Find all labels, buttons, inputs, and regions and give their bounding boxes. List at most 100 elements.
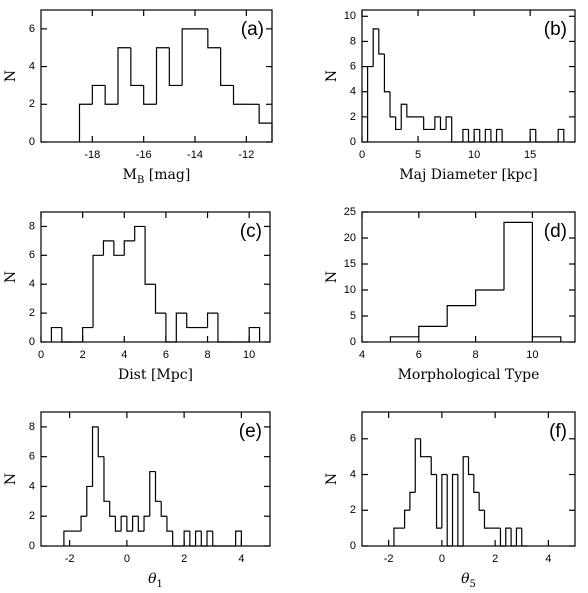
histogram-bin bbox=[406, 104, 413, 118]
histogram-bin bbox=[430, 456, 437, 476]
histogram-bin bbox=[484, 128, 491, 142]
histogram-bin bbox=[462, 456, 469, 546]
histogram-bin bbox=[166, 516, 173, 532]
histogram-bin bbox=[168, 47, 183, 87]
y-tick-label: 0 bbox=[29, 540, 35, 552]
x-tick-label: 0 bbox=[359, 149, 365, 161]
histogram-bin bbox=[467, 129, 475, 143]
histogram-bin bbox=[143, 85, 157, 105]
histogram-bin bbox=[200, 531, 208, 547]
histogram-bin bbox=[419, 438, 426, 458]
histogram-bin bbox=[423, 116, 430, 131]
histogram-bin bbox=[172, 531, 179, 547]
x-axis-label-part: M bbox=[123, 167, 137, 183]
histogram-bin bbox=[154, 284, 166, 314]
histogram-bin bbox=[467, 456, 474, 476]
histogram-bin bbox=[123, 240, 135, 256]
x-tick-label: 2 bbox=[492, 553, 498, 565]
plot-frame bbox=[361, 211, 576, 343]
histogram-bin bbox=[207, 28, 221, 49]
histogram-bin bbox=[194, 530, 202, 546]
x-tick-label: -12 bbox=[238, 149, 254, 161]
histogram-bin bbox=[378, 28, 385, 55]
histogram-bin bbox=[400, 103, 407, 130]
histogram-bin bbox=[144, 226, 156, 285]
panel-label: (d) bbox=[544, 221, 567, 242]
histogram-bin bbox=[457, 474, 464, 547]
plot-frame bbox=[361, 411, 576, 547]
y-axis-label: N bbox=[324, 70, 340, 82]
y-tick-label: 5 bbox=[350, 310, 356, 322]
histogram-bin bbox=[78, 103, 93, 142]
y-axis-label: N bbox=[324, 473, 340, 485]
x-tick-label: 4 bbox=[545, 553, 551, 565]
histogram-bin bbox=[103, 456, 110, 502]
histogram-bin bbox=[478, 492, 485, 511]
y-tick-label: 2 bbox=[29, 98, 35, 110]
histogram-bin bbox=[109, 501, 116, 517]
y-tick-label: 4 bbox=[29, 60, 35, 72]
histogram-bin bbox=[441, 473, 448, 529]
histogram-bin bbox=[189, 531, 196, 547]
histogram-bin bbox=[473, 474, 480, 493]
y-tick-label: 0 bbox=[350, 136, 356, 148]
panel: 0 5 10 15 0 2 4 6 8 10 N Maj Diameter [kpc] (b) bbox=[324, 9, 576, 183]
x-tick-label: 10 bbox=[526, 349, 538, 361]
histogram-bin bbox=[367, 65, 374, 142]
histogram-bin bbox=[409, 491, 416, 511]
y-tick-label: 2 bbox=[29, 510, 35, 522]
x-tick-label: 0 bbox=[124, 553, 130, 565]
y-tick-label: 2 bbox=[350, 111, 356, 123]
histogram-bin bbox=[120, 515, 127, 532]
histogram-bin bbox=[160, 501, 167, 517]
histogram-bin bbox=[114, 516, 122, 532]
y-tick-label: 10 bbox=[344, 10, 356, 22]
y-tick-label: 6 bbox=[29, 451, 35, 463]
x-axis-label-part: B bbox=[137, 175, 144, 186]
x-axis-label: MB [mag] bbox=[123, 167, 191, 186]
histogram-bin bbox=[503, 221, 533, 290]
x-axis-label-part: θ bbox=[461, 571, 470, 587]
histogram-bin bbox=[495, 128, 503, 142]
x-axis-label-part: Dist [Mpc] bbox=[118, 367, 193, 383]
x-tick-label: 2 bbox=[80, 349, 86, 361]
x-tick-label: 10 bbox=[468, 149, 480, 161]
histogram-bin bbox=[155, 47, 170, 105]
histogram-bin bbox=[479, 129, 486, 143]
histogram-bin bbox=[248, 326, 261, 342]
histogram-bin bbox=[154, 471, 162, 502]
histogram-bin bbox=[521, 528, 528, 547]
histogram-bin bbox=[393, 527, 400, 546]
histogram-bin bbox=[232, 85, 247, 105]
histogram-bin bbox=[439, 116, 447, 131]
panel-label: (f) bbox=[549, 421, 567, 442]
histogram-bin bbox=[531, 222, 562, 342]
histogram-bin bbox=[383, 54, 391, 93]
x-tick-label: 4 bbox=[238, 553, 244, 565]
histogram-bin bbox=[418, 325, 448, 337]
y-tick-label: 8 bbox=[350, 35, 356, 47]
x-axis-label-part: Morphological Type bbox=[398, 367, 540, 383]
y-tick-label: 8 bbox=[29, 220, 35, 232]
y-tick-label: 8 bbox=[29, 421, 35, 433]
histogram-bin bbox=[389, 91, 396, 118]
histogram-bin bbox=[86, 485, 93, 517]
x-tick-label: -2 bbox=[384, 553, 394, 565]
histogram-bin bbox=[91, 84, 106, 105]
histogram-bin bbox=[490, 129, 497, 143]
histogram-bin bbox=[97, 426, 104, 458]
histogram-bin bbox=[435, 474, 442, 529]
histogram-bin bbox=[557, 128, 565, 142]
plot-frame bbox=[40, 9, 273, 143]
y-tick-label: 20 bbox=[344, 232, 356, 244]
histogram-bin bbox=[462, 128, 469, 142]
panel: -18 -16 -14 -12 0 2 4 6 N MB [mag] (a) bbox=[3, 9, 273, 186]
histogram-bin bbox=[220, 47, 234, 87]
y-axis-label: N bbox=[324, 271, 340, 283]
histogram-bin bbox=[134, 225, 146, 241]
histogram-bin bbox=[183, 530, 190, 546]
histogram-bin bbox=[82, 326, 94, 342]
x-axis-label: Morphological Type bbox=[398, 367, 540, 383]
y-axis-label: N bbox=[3, 473, 19, 485]
